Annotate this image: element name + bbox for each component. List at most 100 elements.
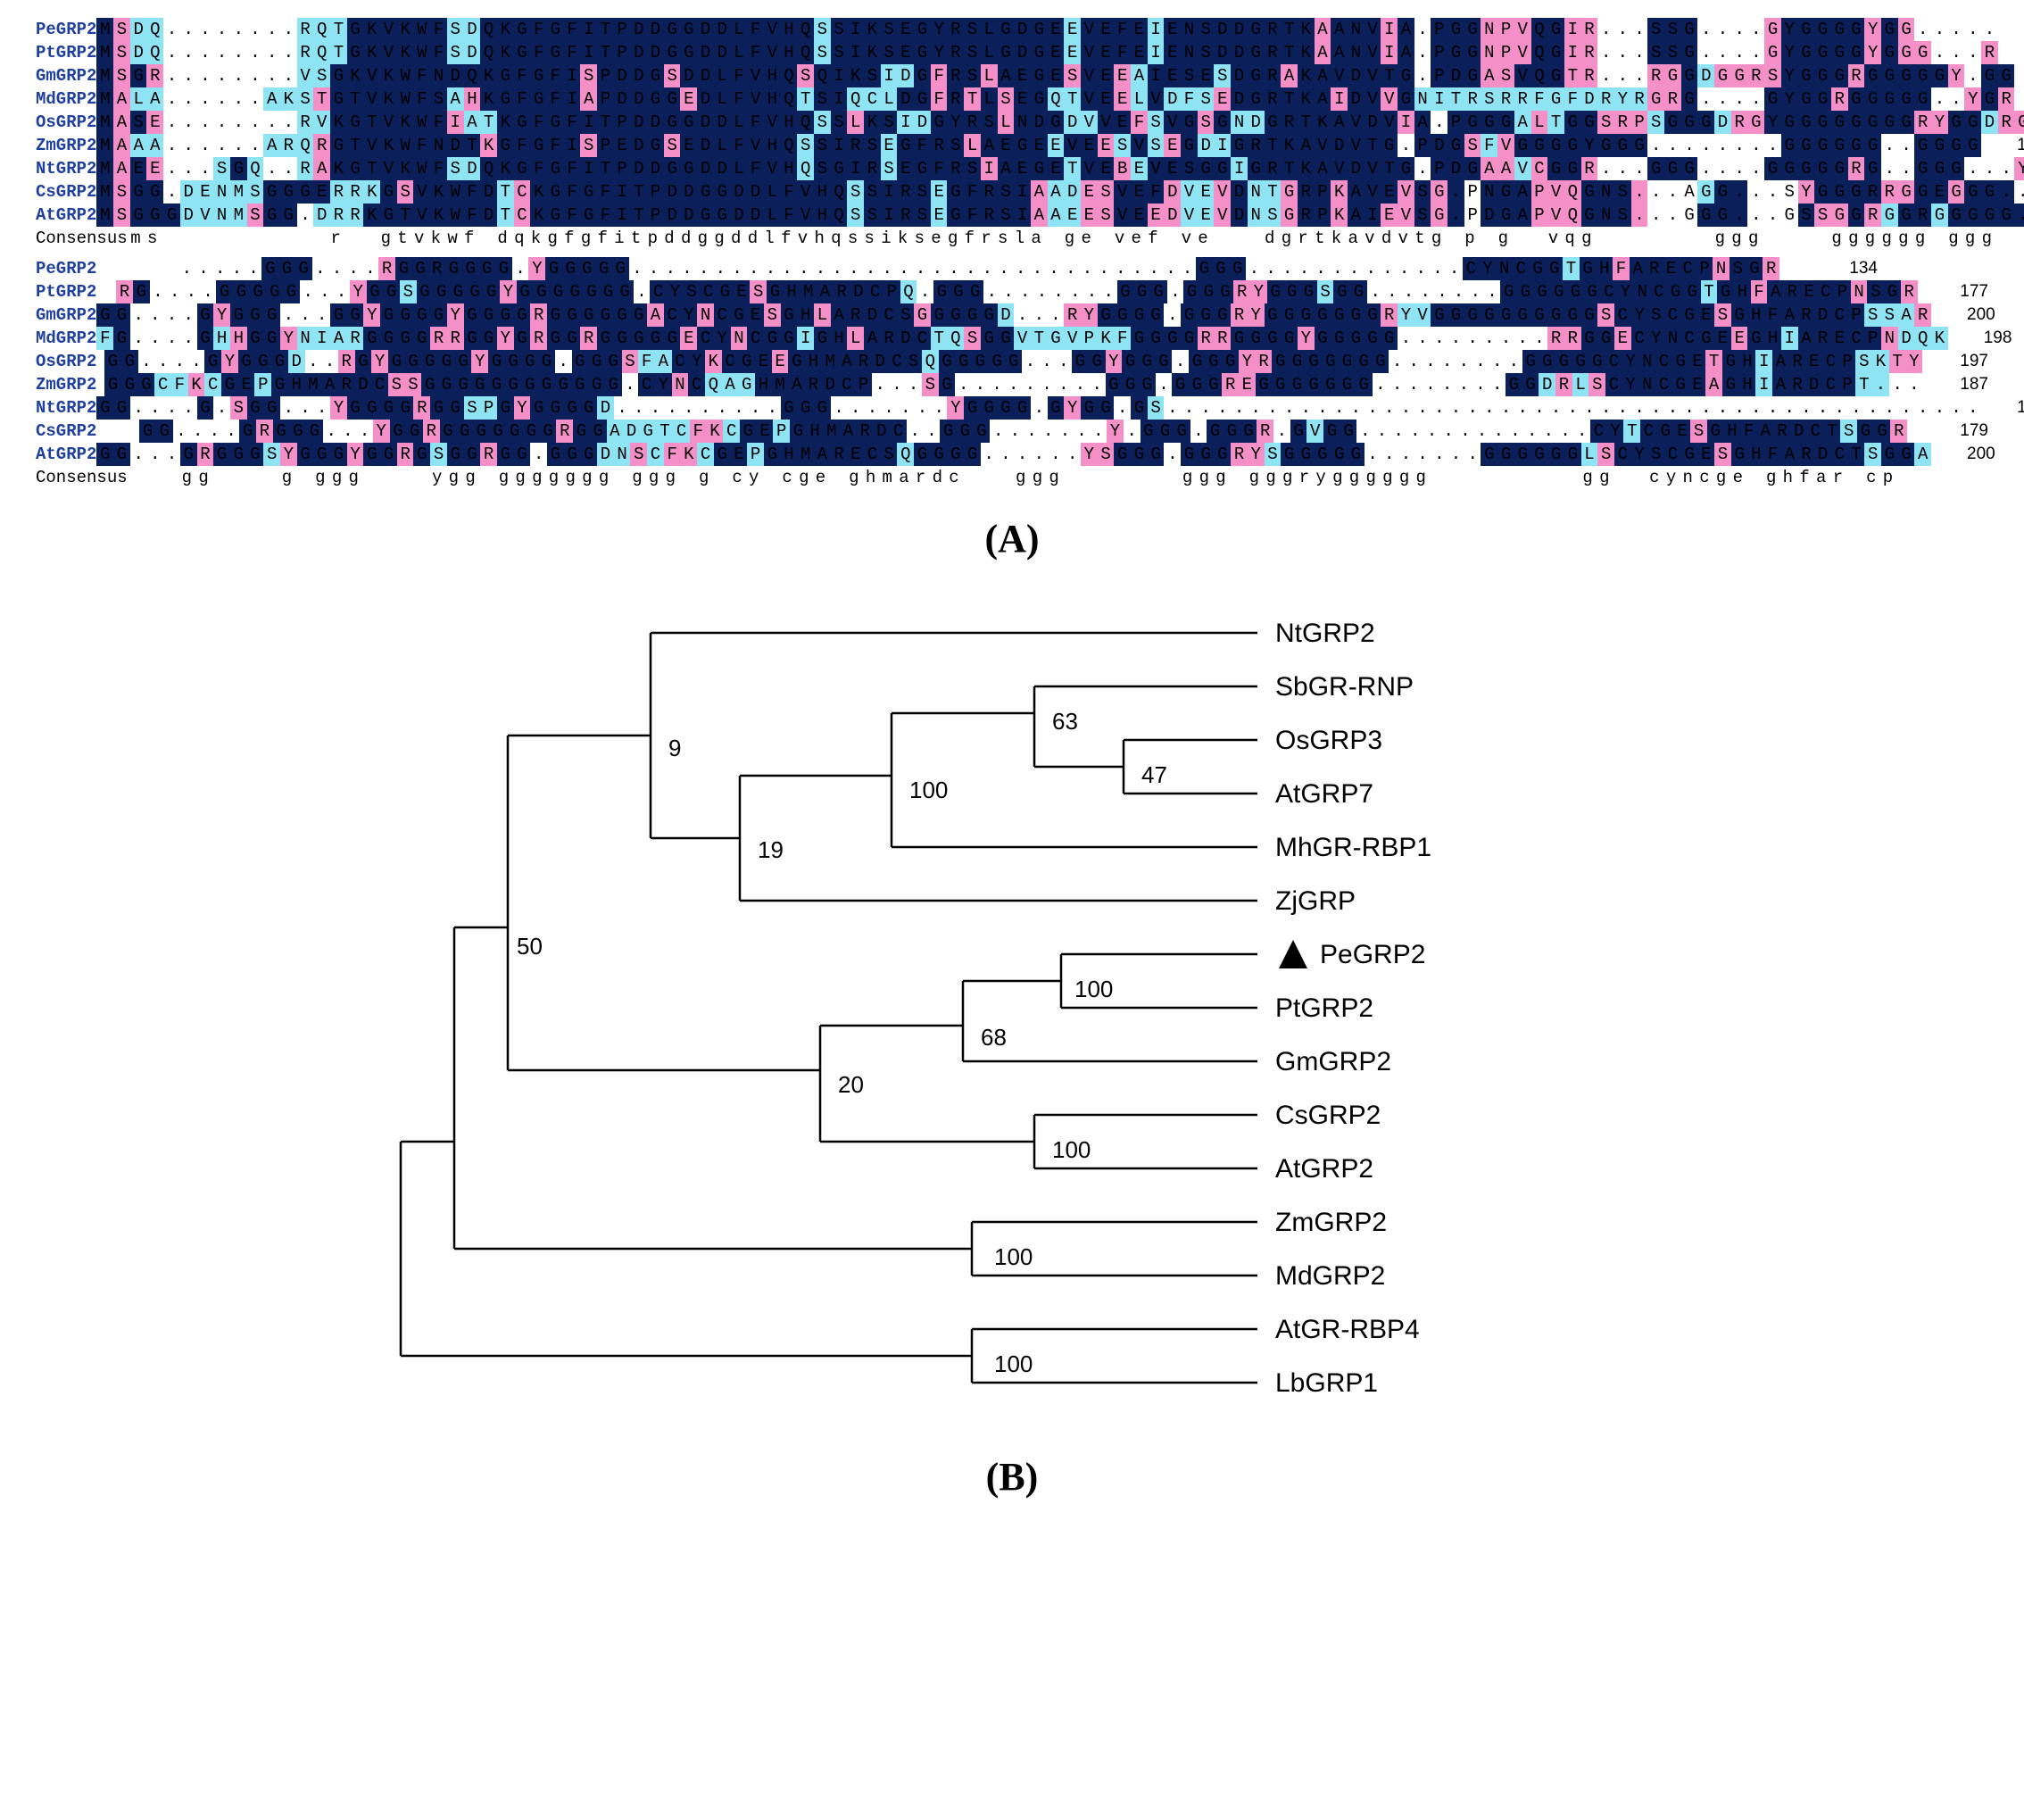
bootstrap-value: 100 xyxy=(994,1243,1033,1270)
row-sequence: GGGCFKCGEPGHMARDCSSGGGGGGGGGGGG.CYNCQAGH… xyxy=(104,373,1922,396)
alignment-row: ZmGRP2GGGCFKCGEPGHMARDCSSGGGGGGGGGGGG.CY… xyxy=(36,373,1988,396)
consensus-sequence: gg g ggg ygg ggggggg ggg g cy cge ghmard… xyxy=(178,466,1896,489)
row-label: OsGRP2 xyxy=(36,111,96,134)
consensus-row: Consensusgg g ggg ygg ggggggg ggg g cy c… xyxy=(36,466,1988,489)
row-end-position: 197 xyxy=(1958,350,1988,373)
alignment-row: MdGRP2MALA......AKSTGTVKWFSAHKGFGFIAPDDG… xyxy=(36,87,1988,111)
taxon-label: AtGR-RBP4 xyxy=(1275,1315,1420,1344)
taxon-label: NtGRP2 xyxy=(1275,619,1375,648)
row-label: GmGRP2 xyxy=(36,303,96,327)
row-sequence: GG....GYGGG...GGYGGGGYGGGGRGGGGGGACYNCGE… xyxy=(96,303,1931,327)
bootstrap-value: 19 xyxy=(758,836,784,863)
alignment-row: PeGRP2.....GGG....RGGRGGGG.YGGGGG.......… xyxy=(36,257,1988,280)
alignment-row: AtGRP2GG...GRGGGSYGGGYGGRGSGGRGG.GGGDNSC… xyxy=(36,443,1988,466)
row-sequence: GG....GRGGG...YGGRGGGGGGGRGGADGTCFKCGEPG… xyxy=(139,420,1907,443)
row-end-position: 198 xyxy=(1984,327,2012,350)
alignment-row: ZmGRP2MAAA......ARQRGTVKWFNDTKGFGFISPEDG… xyxy=(36,134,1988,157)
bootstrap-value: 68 xyxy=(981,1024,1007,1051)
row-label: ZmGRP2 xyxy=(36,134,96,157)
row-end-position: 101 xyxy=(2017,134,2024,157)
bootstrap-value: 100 xyxy=(994,1350,1033,1377)
alignment-row: PeGRP2MSDQ........RQTGKVKWFSDQKGFGFITPDD… xyxy=(36,18,1988,41)
row-sequence: GG....GYGGGD..RGYGGGGGYGGGG.GGGSFACYKCGE… xyxy=(104,350,1922,373)
alignment-row: CsGRP2GG....GRGGG...YGGRGGGGGGGRGGADGTCF… xyxy=(36,420,1988,443)
row-label: ZmGRP2 xyxy=(36,373,104,396)
row-label: CsGRP2 xyxy=(36,180,96,204)
bootstrap-value: 100 xyxy=(1074,976,1113,1002)
row-end-position: 133 xyxy=(2017,396,2024,420)
row-label: MdGRP2 xyxy=(36,327,96,350)
row-end-position: 187 xyxy=(1958,373,1988,396)
panel-b-tree: NtGRP2 SbGR-RNP OsGRP3 AtGRP7 MhGR-RBP1 ZjGRP… xyxy=(365,597,1659,1500)
row-end-position: 200 xyxy=(1967,443,1995,466)
phylo-tree-svg: NtGRP2 SbGR-RNP OsGRP3 AtGRP7 MhGR-RBP1 ZjGRP… xyxy=(365,597,1659,1427)
row-label: GmGRP2 xyxy=(36,64,96,87)
taxon-label: SbGR-RNP xyxy=(1275,672,1414,702)
consensus-label: Consensus xyxy=(36,227,128,250)
row-end-position: 179 xyxy=(1943,420,1988,443)
taxon-label: PeGRP2 xyxy=(1320,940,1425,969)
taxon-label: ZjGRP xyxy=(1275,886,1356,916)
row-sequence: .....GGG....RGGRGGGG.YGGGGG.............… xyxy=(178,257,1779,280)
alignment-row: MdGRP2FG....GHHGGYNIARGGGGRRGGYGRGGRGGGG… xyxy=(36,327,1988,350)
taxon-label: OsGRP3 xyxy=(1275,726,1382,755)
row-sequence: MASE........RVKGTVKWFIATKGFGFITPDDGGDDLF… xyxy=(96,111,2024,134)
row-sequence: FG....GHHGGYNIARGGGGRRGGYGRGGRGGGGGECYNC… xyxy=(96,327,1947,350)
row-label: PtGRP2 xyxy=(36,280,116,303)
row-label: MdGRP2 xyxy=(36,87,96,111)
row-sequence: MSDQ........RQTGKVKWFSDQKGFGFITPDDGGDDLF… xyxy=(96,41,1997,64)
row-label: AtGRP2 xyxy=(36,204,96,227)
row-sequence: MSGG.DENMSGGGERRKGSVKWFDTCKGFGFITPDDGGDD… xyxy=(96,180,2024,204)
row-end-position: 134 xyxy=(1815,257,1878,280)
taxon-label: CsGRP2 xyxy=(1275,1101,1381,1130)
panel-a-alignment: PeGRP2MSDQ........RQTGKVKWFSDQKGFGFITPDD… xyxy=(36,18,1988,561)
alignment-row: AtGRP2MSGGGDVNMSGG.DRRKGTVKWFDTCKGFGFITP… xyxy=(36,204,1988,227)
alignment-row: OsGRP2GG....GYGGGD..RGYGGGGGYGGGG.GGGSFA… xyxy=(36,350,1988,373)
taxon-label: AtGRP2 xyxy=(1275,1154,1373,1184)
row-sequence: MSGR........VSGKVKWFNDQKGFGFISPDDGSDDLFV… xyxy=(96,64,2014,87)
taxon-label: MdGRP2 xyxy=(1275,1261,1385,1291)
taxon-label: LbGRP1 xyxy=(1275,1368,1378,1398)
bootstrap-value: 63 xyxy=(1052,708,1078,735)
alignment-row: PtGRP2MSDQ........RQTGKVKWFSDQKGFGFITPDD… xyxy=(36,41,1988,64)
alignment-row: PtGRP2RG....GGGGG...YGGSGGGGGYGGGGGGG.CY… xyxy=(36,280,1988,303)
bootstrap-value: 47 xyxy=(1141,761,1167,788)
row-sequence: MSGGGDVNMSGG.DRRKGTVKWFDTCKGFGFITPDDGGDD… xyxy=(96,204,2024,227)
bootstrap-value: 100 xyxy=(909,777,948,803)
consensus-row: Consensusms r gtvkwf dqkgfgfitpddggddlfv… xyxy=(36,227,1988,250)
alignment-row: CsGRP2MSGG.DENMSGGGERRKGSVKWFDTCKGFGFITP… xyxy=(36,180,1988,204)
bootstrap-value: 100 xyxy=(1052,1136,1091,1163)
row-end-position: 200 xyxy=(1967,303,1995,327)
bootstrap-value: 9 xyxy=(668,735,681,761)
alignment-block-1: PeGRP2MSDQ........RQTGKVKWFSDQKGFGFITPDD… xyxy=(36,18,1988,250)
alignment-row: GmGRP2MSGR........VSGKVKWFNDQKGFGFISPDDG… xyxy=(36,64,1988,87)
row-label: CsGRP2 xyxy=(36,420,139,443)
tree-marker-icon xyxy=(1279,940,1307,968)
alignment-row: NtGRP2MAEE...SGQ..RAKGTVKWFSDQKGFGFITPDD… xyxy=(36,157,1988,180)
alignment-row: GmGRP2GG....GYGGG...GGYGGGGYGGGGRGGGGGGA… xyxy=(36,303,1988,327)
row-sequence: MSDQ........RQTGKVKWFSDQKGFGFITPDDGGDDLF… xyxy=(96,18,1997,41)
row-sequence: MAAA......ARQRGTVKWFNDTKGFGFISPEDGSEDLFV… xyxy=(96,134,1981,157)
row-end-position: 177 xyxy=(1953,280,1988,303)
bootstrap-value: 50 xyxy=(517,933,543,960)
taxon-label: AtGRP7 xyxy=(1275,779,1373,809)
panel-a-label: (A) xyxy=(36,516,1988,561)
row-sequence: MALA......AKSTGTVKWFSAHKGFGFIAPDDGGEDLFV… xyxy=(96,87,2014,111)
row-label: OsGRP2 xyxy=(36,350,104,373)
taxon-label: MhGR-RBP1 xyxy=(1275,833,1431,862)
consensus-label: Consensus xyxy=(36,466,178,489)
row-label: NtGRP2 xyxy=(36,157,96,180)
taxon-label: ZmGRP2 xyxy=(1275,1208,1387,1237)
consensus-sequence: ms r gtvkwf dqkgfgfitpddggddlfvhqssikseg… xyxy=(128,227,2024,250)
alignment-row: OsGRP2MASE........RVKGTVKWFIATKGFGFITPDD… xyxy=(36,111,1988,134)
taxon-label: PtGRP2 xyxy=(1275,993,1373,1023)
row-label: PtGRP2 xyxy=(36,41,96,64)
alignment-row: NtGRP2GG....G.SGG...YGGGGRGGSPGYGGGGD...… xyxy=(36,396,1988,420)
row-sequence: RG....GGGGG...YGGSGGGGGYGGGGGGG.CYSCGESG… xyxy=(116,280,1917,303)
bootstrap-value: 20 xyxy=(838,1071,864,1098)
panel-b-label: (B) xyxy=(365,1454,1659,1500)
row-label: PeGRP2 xyxy=(36,257,178,280)
taxon-label: GmGRP2 xyxy=(1275,1047,1391,1076)
row-label: AtGRP2 xyxy=(36,443,96,466)
row-sequence: GG...GRGGGSYGGGYGGRGSGGRGG.GGGDNSCFKCGEP… xyxy=(96,443,1931,466)
